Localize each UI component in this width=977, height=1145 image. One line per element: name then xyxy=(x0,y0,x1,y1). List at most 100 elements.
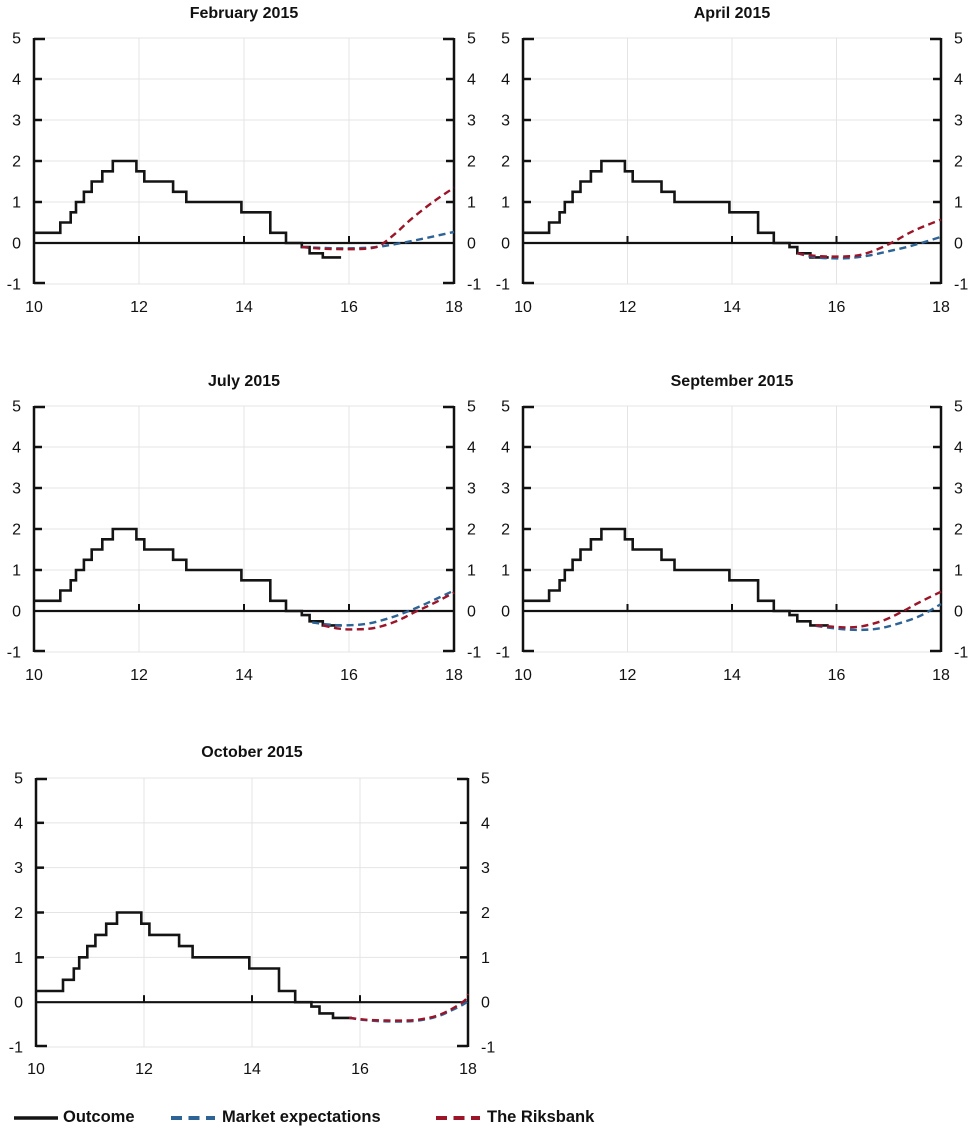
x-tick-label: 16 xyxy=(351,1061,369,1078)
y-tick-label-right: 5 xyxy=(467,399,476,416)
y-tick-label-left: 0 xyxy=(14,995,23,1012)
x-tick-label: 16 xyxy=(340,667,358,684)
y-tick-label-left: 5 xyxy=(501,399,510,416)
gridlines xyxy=(36,777,468,1048)
legend-item-market-expectations: Market expectations xyxy=(170,1108,381,1127)
legend-item-riksbank: The Riksbank xyxy=(435,1108,594,1127)
y-tick-label-left: 4 xyxy=(12,440,21,457)
y-tick-label-right: 5 xyxy=(954,31,963,48)
y-tick-label-right: 1 xyxy=(954,195,963,212)
legend-label-market-expectations: Market expectations xyxy=(222,1108,381,1126)
x-tick-label: 14 xyxy=(243,1061,261,1078)
x-tick-label: 18 xyxy=(445,299,463,316)
y-tick-label-left: -1 xyxy=(496,645,510,662)
outcome-line xyxy=(34,159,342,259)
outcome-line xyxy=(36,911,352,1020)
panel-july-2015: July 2015 -1 -1 0 0 1 1 2 2 3 3 4 4 5 5 10 12 14 16 18 xyxy=(0,368,489,708)
y-tick-label-right: 3 xyxy=(467,481,476,498)
y-tick-label-left: 1 xyxy=(501,195,510,212)
gridlines xyxy=(523,37,941,285)
x-tick-label: 10 xyxy=(25,299,43,316)
panel-title-february-2015: February 2015 xyxy=(189,5,299,22)
panel-title-october-2015: October 2015 xyxy=(201,744,303,761)
legend: Outcome Market expectations The Riksbank xyxy=(0,1108,977,1140)
chart-october-2015: -1 -10 01 12 23 34 45 510 12 14 16 18 xyxy=(9,771,496,1079)
y-tick-label-left: -1 xyxy=(7,277,21,294)
outcome-line xyxy=(34,527,342,627)
y-tick-label-right: 3 xyxy=(467,113,476,130)
x-tick-label: 12 xyxy=(619,667,637,684)
y-tick-label-right: 4 xyxy=(481,815,490,832)
gridlines xyxy=(34,405,454,653)
y-tick-label-left: 4 xyxy=(14,815,23,832)
y-tick-label-right: 3 xyxy=(954,113,963,130)
y-tick-label-right: 2 xyxy=(954,522,963,539)
the-riksbank-line xyxy=(301,186,455,251)
legend-label-outcome: Outcome xyxy=(63,1108,135,1126)
y-tick-label-left: 1 xyxy=(12,563,21,580)
y-tick-label-right: 2 xyxy=(467,522,476,539)
x-tick-label: 12 xyxy=(619,299,637,316)
market-expectations-line xyxy=(797,235,942,260)
y-tick-label-right: 2 xyxy=(954,154,963,171)
y-tick-label-right: 3 xyxy=(954,481,963,498)
tick-labels: -1 -10 01 12 23 34 45 510 12 14 16 18 xyxy=(7,399,482,685)
y-tick-label-right: -1 xyxy=(481,1040,495,1057)
y-tick-label-left: 0 xyxy=(501,604,510,621)
y-tick-label-left: 3 xyxy=(12,481,21,498)
y-tick-label-right: 1 xyxy=(467,563,476,580)
market-expectations-line xyxy=(301,230,455,250)
y-tick-label-right: 5 xyxy=(954,399,963,416)
the-riksbank-line xyxy=(349,993,470,1022)
x-tick-label: 12 xyxy=(130,667,148,684)
y-tick-label-right: 0 xyxy=(954,236,963,253)
y-tick-label-left: 2 xyxy=(501,154,510,171)
gridlines xyxy=(523,405,941,653)
y-tick-label-left: 3 xyxy=(12,113,21,130)
y-tick-label-right: 4 xyxy=(467,440,476,457)
y-tick-label-left: 3 xyxy=(14,860,23,877)
tick-labels: -1 -10 01 12 23 34 45 510 12 14 16 18 xyxy=(496,31,969,317)
y-tick-label-right: 0 xyxy=(481,995,490,1012)
x-tick-label: 10 xyxy=(27,1061,45,1078)
the-riksbank-line xyxy=(797,218,942,258)
y-tick-label-right: 1 xyxy=(481,950,490,967)
x-tick-label: 12 xyxy=(135,1061,153,1078)
y-tick-label-left: -1 xyxy=(496,277,510,294)
y-tick-label-right: -1 xyxy=(467,645,481,662)
y-tick-label-right: 0 xyxy=(467,604,476,621)
x-tick-label: 18 xyxy=(445,667,463,684)
axis-spines xyxy=(32,37,456,285)
x-tick-label: 18 xyxy=(932,667,950,684)
the-riksbank-line xyxy=(322,591,455,631)
x-tick-label: 14 xyxy=(235,299,253,316)
panel-title-september-2015: September 2015 xyxy=(670,373,794,390)
axis-spines xyxy=(521,37,943,285)
x-tick-label: 14 xyxy=(723,667,741,684)
gridlines xyxy=(34,37,454,285)
axis-spines xyxy=(521,405,943,653)
panel-february-2015: February 2015 -1 -1 0 0 1 1 2 2 3 3 4 4 5 5 10 12 14 16 18 xyxy=(0,0,489,340)
x-tick-label: 10 xyxy=(514,667,532,684)
y-tick-label-left: 2 xyxy=(12,154,21,171)
y-tick-label-left: 2 xyxy=(501,522,510,539)
market-expectations-line-sample xyxy=(171,1115,215,1120)
legend-label-riksbank: The Riksbank xyxy=(487,1108,595,1126)
y-tick-label-left: 0 xyxy=(501,236,510,253)
market-expectations-line xyxy=(312,589,455,627)
chart-april-2015: -1 -10 01 12 23 34 45 510 12 14 16 18 xyxy=(496,31,969,317)
y-tick-label-left: 0 xyxy=(12,236,21,253)
y-tick-label-left: 4 xyxy=(501,72,510,89)
y-tick-label-left: 5 xyxy=(501,31,510,48)
zero-axis-line xyxy=(34,604,454,613)
x-tick-label: 14 xyxy=(723,299,741,316)
y-tick-label-right: 5 xyxy=(481,771,490,788)
y-tick-label-left: 4 xyxy=(12,72,21,89)
y-tick-label-right: 2 xyxy=(481,905,490,922)
y-tick-label-right: 2 xyxy=(467,154,476,171)
x-tick-label: 12 xyxy=(130,299,148,316)
y-tick-label-left: 1 xyxy=(501,563,510,580)
the-riksbank-line xyxy=(815,590,942,629)
panel-october-2015: October 2015 -1 -1 0 0 1 1 2 2 3 3 4 4 5 5 10 12 14 16 18 xyxy=(0,735,540,1090)
